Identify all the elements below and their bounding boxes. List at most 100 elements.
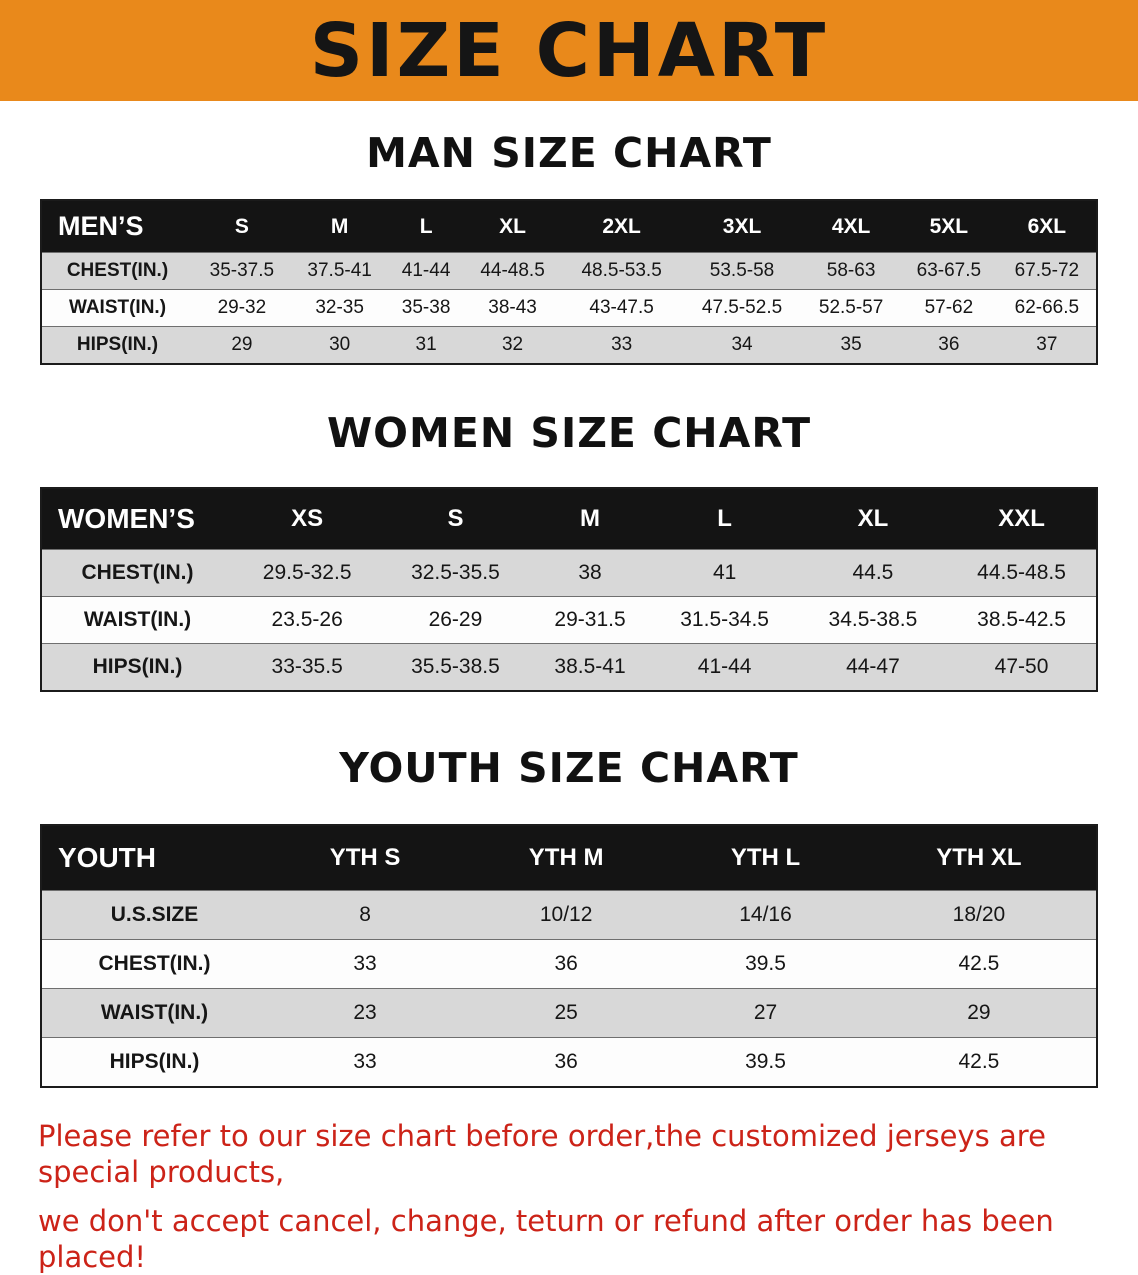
row-label: U.S.SIZE	[41, 891, 267, 940]
size-value-cell: 37	[998, 327, 1097, 365]
size-value-cell: 42.5	[862, 940, 1097, 989]
men-size-chart-heading: MAN SIZE CHART	[0, 129, 1138, 177]
size-value-cell: 53.5-58	[682, 253, 802, 290]
row-label: HIPS(IN.)	[41, 327, 193, 365]
size-value-cell: 25	[463, 989, 669, 1038]
size-value-cell: 38.5-42.5	[947, 597, 1097, 644]
size-value-cell: 29-32	[193, 290, 291, 327]
size-value-cell: 38	[530, 550, 651, 597]
size-column-header: XL	[464, 200, 562, 253]
size-column-header: XL	[799, 488, 947, 550]
size-value-cell: 32.5-35.5	[381, 550, 529, 597]
size-value-cell: 36	[900, 327, 998, 365]
size-value-cell: 42.5	[862, 1038, 1097, 1088]
size-column-header: 2XL	[561, 200, 681, 253]
banner: SIZE CHART	[0, 0, 1138, 101]
size-value-cell: 63-67.5	[900, 253, 998, 290]
size-column-header: 6XL	[998, 200, 1097, 253]
size-value-cell: 27	[669, 989, 862, 1038]
size-column-header: XXL	[947, 488, 1097, 550]
size-column-header: XS	[233, 488, 381, 550]
size-value-cell: 48.5-53.5	[561, 253, 681, 290]
size-value-cell: 44.5-48.5	[947, 550, 1097, 597]
women-corner-label: WOMEN’S	[41, 488, 233, 550]
size-value-cell: 39.5	[669, 940, 862, 989]
row-label: CHEST(IN.)	[41, 550, 233, 597]
youth-corner-label: YOUTH	[41, 825, 267, 891]
size-value-cell: 35-37.5	[193, 253, 291, 290]
row-label: WAIST(IN.)	[41, 989, 267, 1038]
size-value-cell: 44.5	[799, 550, 947, 597]
size-value-cell: 33	[267, 940, 463, 989]
size-value-cell: 29	[193, 327, 291, 365]
size-value-cell: 39.5	[669, 1038, 862, 1088]
men-corner-label: MEN’S	[41, 200, 193, 253]
size-value-cell: 23.5-26	[233, 597, 381, 644]
size-value-cell: 18/20	[862, 891, 1097, 940]
size-column-header: L	[650, 488, 798, 550]
size-value-cell: 29	[862, 989, 1097, 1038]
size-value-cell: 23	[267, 989, 463, 1038]
size-column-header: L	[389, 200, 464, 253]
size-value-cell: 37.5-41	[291, 253, 389, 290]
size-value-cell: 41	[650, 550, 798, 597]
size-value-cell: 33	[561, 327, 681, 365]
size-value-cell: 35	[802, 327, 900, 365]
size-value-cell: 52.5-57	[802, 290, 900, 327]
size-value-cell: 36	[463, 1038, 669, 1088]
row-label: HIPS(IN.)	[41, 644, 233, 692]
size-value-cell: 29-31.5	[530, 597, 651, 644]
row-label: CHEST(IN.)	[41, 940, 267, 989]
page-title: SIZE CHART	[310, 14, 828, 88]
row-label: CHEST(IN.)	[41, 253, 193, 290]
size-value-cell: 41-44	[650, 644, 798, 692]
size-column-header: 4XL	[802, 200, 900, 253]
size-column-header: YTH L	[669, 825, 862, 891]
size-column-header: M	[530, 488, 651, 550]
size-value-cell: 14/16	[669, 891, 862, 940]
size-value-cell: 35.5-38.5	[381, 644, 529, 692]
size-value-cell: 30	[291, 327, 389, 365]
size-column-header: 3XL	[682, 200, 802, 253]
size-value-cell: 47-50	[947, 644, 1097, 692]
notice-line-1: Please refer to our size chart before or…	[38, 1118, 1094, 1191]
size-value-cell: 35-38	[389, 290, 464, 327]
size-value-cell: 43-47.5	[561, 290, 681, 327]
size-column-header: YTH S	[267, 825, 463, 891]
size-value-cell: 33	[267, 1038, 463, 1088]
women-size-chart-heading: WOMEN SIZE CHART	[0, 409, 1138, 457]
size-value-cell: 36	[463, 940, 669, 989]
size-column-header: YTH XL	[862, 825, 1097, 891]
row-label: WAIST(IN.)	[41, 290, 193, 327]
size-value-cell: 57-62	[900, 290, 998, 327]
size-column-header: S	[193, 200, 291, 253]
size-value-cell: 32	[464, 327, 562, 365]
size-value-cell: 47.5-52.5	[682, 290, 802, 327]
size-value-cell: 31	[389, 327, 464, 365]
size-value-cell: 33-35.5	[233, 644, 381, 692]
youth-size-chart-heading: YOUTH SIZE CHART	[0, 744, 1138, 792]
size-value-cell: 29.5-32.5	[233, 550, 381, 597]
size-value-cell: 32-35	[291, 290, 389, 327]
size-value-cell: 44-48.5	[464, 253, 562, 290]
footer-notice: Please refer to our size chart before or…	[38, 1118, 1094, 1275]
size-value-cell: 58-63	[802, 253, 900, 290]
size-column-header: YTH M	[463, 825, 669, 891]
size-value-cell: 67.5-72	[998, 253, 1097, 290]
size-column-header: S	[381, 488, 529, 550]
